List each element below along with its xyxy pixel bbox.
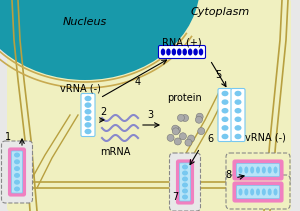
- Ellipse shape: [14, 166, 20, 171]
- FancyBboxPatch shape: [231, 88, 245, 142]
- Ellipse shape: [256, 166, 260, 173]
- Ellipse shape: [85, 122, 92, 128]
- Text: 4: 4: [135, 77, 141, 87]
- Text: 3: 3: [147, 110, 153, 120]
- FancyBboxPatch shape: [7, 0, 291, 211]
- Ellipse shape: [188, 135, 195, 142]
- Ellipse shape: [221, 116, 229, 122]
- Ellipse shape: [161, 49, 165, 55]
- FancyBboxPatch shape: [81, 93, 95, 137]
- Ellipse shape: [85, 109, 92, 114]
- Text: 1: 1: [5, 132, 11, 142]
- FancyBboxPatch shape: [158, 46, 206, 58]
- Ellipse shape: [0, 0, 200, 80]
- Ellipse shape: [167, 134, 174, 141]
- Ellipse shape: [14, 180, 20, 185]
- Ellipse shape: [244, 188, 248, 196]
- Ellipse shape: [172, 128, 179, 135]
- Text: 2: 2: [100, 107, 106, 117]
- Ellipse shape: [178, 114, 184, 121]
- Ellipse shape: [244, 166, 248, 173]
- FancyBboxPatch shape: [176, 160, 194, 204]
- Ellipse shape: [14, 187, 20, 192]
- FancyBboxPatch shape: [236, 164, 280, 176]
- Ellipse shape: [182, 165, 188, 169]
- Ellipse shape: [221, 108, 229, 114]
- Ellipse shape: [195, 116, 203, 123]
- Ellipse shape: [235, 116, 242, 122]
- Ellipse shape: [221, 134, 229, 139]
- FancyBboxPatch shape: [218, 88, 232, 142]
- Ellipse shape: [199, 49, 203, 55]
- FancyBboxPatch shape: [8, 148, 26, 196]
- Text: Nucleus: Nucleus: [63, 17, 107, 27]
- Ellipse shape: [235, 99, 242, 105]
- Ellipse shape: [235, 108, 242, 114]
- Ellipse shape: [179, 133, 186, 140]
- Text: 6: 6: [207, 134, 213, 144]
- Ellipse shape: [85, 116, 92, 121]
- FancyBboxPatch shape: [233, 182, 283, 202]
- Text: 5: 5: [215, 70, 221, 80]
- Ellipse shape: [177, 49, 182, 55]
- Ellipse shape: [174, 138, 181, 145]
- Text: vRNA (-): vRNA (-): [245, 133, 286, 143]
- Ellipse shape: [274, 166, 278, 173]
- Ellipse shape: [172, 125, 179, 132]
- Ellipse shape: [250, 166, 254, 173]
- Ellipse shape: [14, 173, 20, 178]
- Ellipse shape: [182, 115, 188, 122]
- Text: mRNA: mRNA: [100, 147, 130, 157]
- FancyBboxPatch shape: [2, 141, 32, 203]
- Text: RNA (+): RNA (+): [162, 37, 202, 47]
- Ellipse shape: [14, 153, 20, 157]
- Ellipse shape: [256, 188, 260, 196]
- FancyBboxPatch shape: [226, 175, 290, 209]
- Ellipse shape: [268, 166, 272, 173]
- Ellipse shape: [85, 129, 92, 134]
- Ellipse shape: [182, 170, 188, 176]
- Ellipse shape: [182, 49, 187, 55]
- Text: 8: 8: [225, 170, 231, 180]
- Ellipse shape: [196, 113, 203, 120]
- Ellipse shape: [238, 188, 242, 196]
- Ellipse shape: [238, 166, 242, 173]
- FancyBboxPatch shape: [233, 160, 283, 180]
- Ellipse shape: [185, 139, 192, 146]
- Ellipse shape: [172, 49, 176, 55]
- Ellipse shape: [235, 91, 242, 96]
- Ellipse shape: [235, 134, 242, 139]
- Ellipse shape: [235, 125, 242, 131]
- FancyBboxPatch shape: [226, 153, 290, 187]
- Ellipse shape: [182, 183, 188, 188]
- Ellipse shape: [85, 102, 92, 108]
- Text: Cytoplasm: Cytoplasm: [190, 7, 250, 17]
- Text: protein: protein: [168, 93, 202, 103]
- Ellipse shape: [188, 49, 192, 55]
- FancyBboxPatch shape: [179, 163, 191, 201]
- Ellipse shape: [14, 159, 20, 164]
- Ellipse shape: [198, 128, 205, 135]
- Ellipse shape: [193, 49, 198, 55]
- Ellipse shape: [250, 188, 254, 196]
- Ellipse shape: [262, 166, 266, 173]
- FancyBboxPatch shape: [236, 185, 280, 199]
- Text: vRNA (-): vRNA (-): [60, 83, 100, 93]
- Ellipse shape: [262, 188, 266, 196]
- Ellipse shape: [182, 188, 188, 193]
- FancyBboxPatch shape: [11, 151, 22, 193]
- Text: 7: 7: [172, 192, 178, 202]
- Ellipse shape: [268, 188, 272, 196]
- Ellipse shape: [221, 99, 229, 105]
- Ellipse shape: [182, 176, 188, 181]
- Ellipse shape: [221, 91, 229, 96]
- Ellipse shape: [182, 195, 188, 199]
- Ellipse shape: [174, 127, 181, 134]
- Ellipse shape: [166, 49, 171, 55]
- Ellipse shape: [274, 188, 278, 196]
- Ellipse shape: [221, 125, 229, 131]
- FancyBboxPatch shape: [169, 153, 200, 211]
- Ellipse shape: [85, 96, 92, 101]
